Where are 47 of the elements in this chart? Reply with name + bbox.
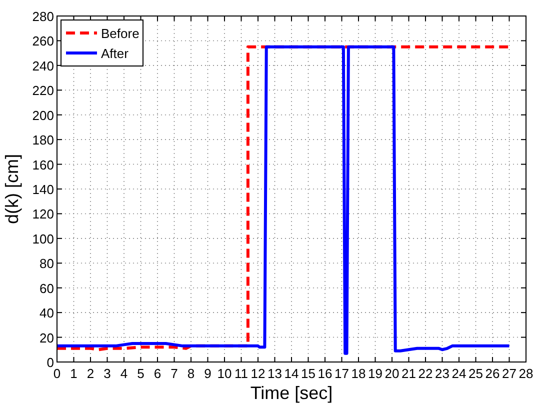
y-tick-label: 0 — [46, 355, 54, 370]
x-tick-label: 5 — [137, 366, 144, 381]
x-tick-label: 8 — [187, 366, 195, 381]
x-tick-label: 16 — [318, 366, 332, 381]
x-tick-label: 13 — [268, 366, 282, 381]
x-tick-label: 23 — [435, 366, 450, 381]
y-tick-label: 140 — [32, 182, 54, 197]
x-tick-label: 11 — [234, 366, 248, 381]
y-tick-label: 60 — [40, 280, 54, 296]
x-tick-label: 20 — [384, 366, 400, 381]
x-tick-label: 21 — [402, 366, 416, 381]
y-tick-label: 200 — [32, 108, 54, 123]
x-tick-label: 22 — [418, 366, 433, 381]
y-tick-label: 40 — [40, 306, 54, 321]
x-tick-label: 14 — [284, 366, 299, 381]
x-tick-label: 25 — [468, 366, 483, 381]
x-tick-label: 2 — [86, 366, 94, 381]
x-tick-label: 4 — [120, 366, 128, 381]
y-tick-label: 20 — [40, 330, 54, 346]
x-tick-label: 1 — [70, 366, 78, 381]
y-axis-title: d(k) [cm] — [2, 154, 22, 224]
x-tick-label: 10 — [217, 366, 232, 381]
x-tick-label: 6 — [154, 366, 162, 381]
x-tick-label: 9 — [204, 366, 212, 381]
x-tick-label: 15 — [301, 366, 316, 381]
y-tick-label: 260 — [32, 34, 54, 49]
x-tick-label: 18 — [351, 366, 366, 381]
y-tick-label: 160 — [32, 157, 54, 172]
x-tick-label: 24 — [452, 366, 466, 381]
y-tick-label: 80 — [40, 256, 54, 272]
x-tick-label: 17 — [334, 366, 349, 381]
x-tick-label: 12 — [250, 366, 266, 381]
y-tick-label: 240 — [32, 58, 54, 74]
x-tick-label: 27 — [502, 366, 516, 381]
y-tick-label: 180 — [32, 132, 54, 148]
x-axis-title: Time [sec] — [250, 383, 333, 403]
x-tick-label: 7 — [170, 366, 178, 381]
y-tick-label: 100 — [32, 231, 54, 246]
legend-label: Before — [101, 26, 140, 41]
y-tick-label: 280 — [32, 9, 54, 24]
x-tick-label: 3 — [104, 366, 111, 381]
legend-label: After — [101, 46, 130, 61]
x-tick-label: 28 — [518, 366, 534, 381]
x-tick-label: 26 — [485, 366, 500, 381]
y-tick-label: 120 — [32, 206, 54, 222]
y-tick-label: 220 — [32, 83, 54, 98]
x-tick-label: 19 — [368, 366, 382, 381]
